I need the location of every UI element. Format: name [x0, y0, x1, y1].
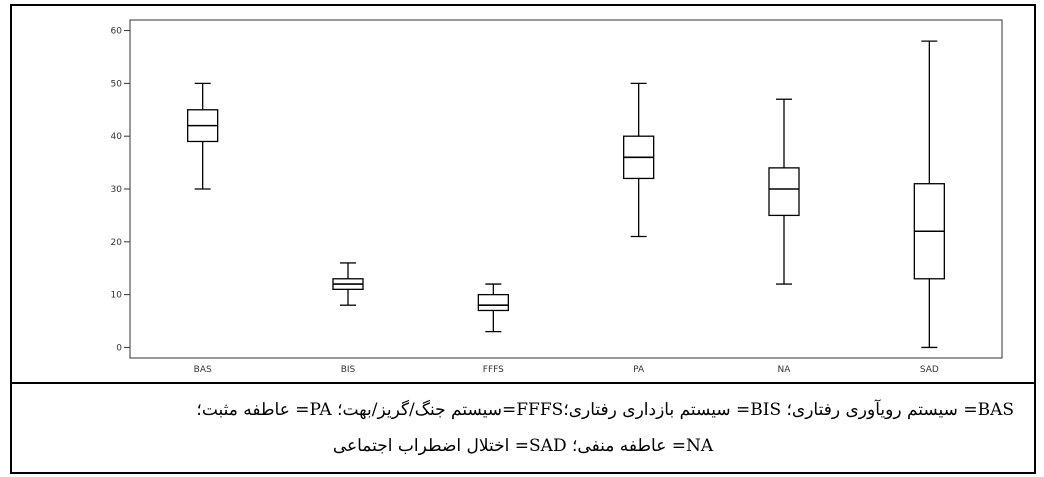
x-category-label: BIS [341, 365, 356, 375]
x-category-label: BAS [194, 365, 212, 375]
x-category-label: SAD [920, 365, 939, 375]
box-iqr [768, 167, 800, 217]
y-tick-label: 40 [111, 132, 123, 142]
boxplot-chart: 0 10 20 30 40 50 60 BAS BIS FFFS PA NA SAD [12, 6, 1034, 384]
caption-line-1: BAS= سیستم رویآوری رفتاری؛ BIS= سیستم با… [196, 400, 1014, 420]
x-category-label: PA [633, 365, 645, 375]
y-tick-label: 10 [111, 291, 123, 301]
figure-caption: BAS= سیستم رویآوری رفتاری؛ BIS= سیستم با… [12, 384, 1034, 472]
y-tick-label: 30 [111, 185, 123, 195]
boxplot-svg: 0 10 20 30 40 50 60 BAS BIS FFFS PA NA SAD [111, 19, 1003, 375]
y-tick-label: 20 [111, 238, 123, 248]
x-category-label: NA [778, 365, 792, 375]
caption-line-2: NA= عاطفه منفی؛ SAD= اختلال اضطراب اجتما… [332, 436, 714, 456]
plot-frame [129, 19, 1003, 359]
x-category-label: FFFS [483, 365, 504, 375]
figure-frame: 0 10 20 30 40 50 60 BAS BIS FFFS PA NA SAD BAS= سیست… [10, 4, 1036, 474]
y-tick-label: 0 [116, 343, 122, 353]
y-tick-label: 60 [111, 27, 123, 37]
box-iqr [477, 293, 509, 312]
y-tick-label: 50 [111, 79, 123, 89]
